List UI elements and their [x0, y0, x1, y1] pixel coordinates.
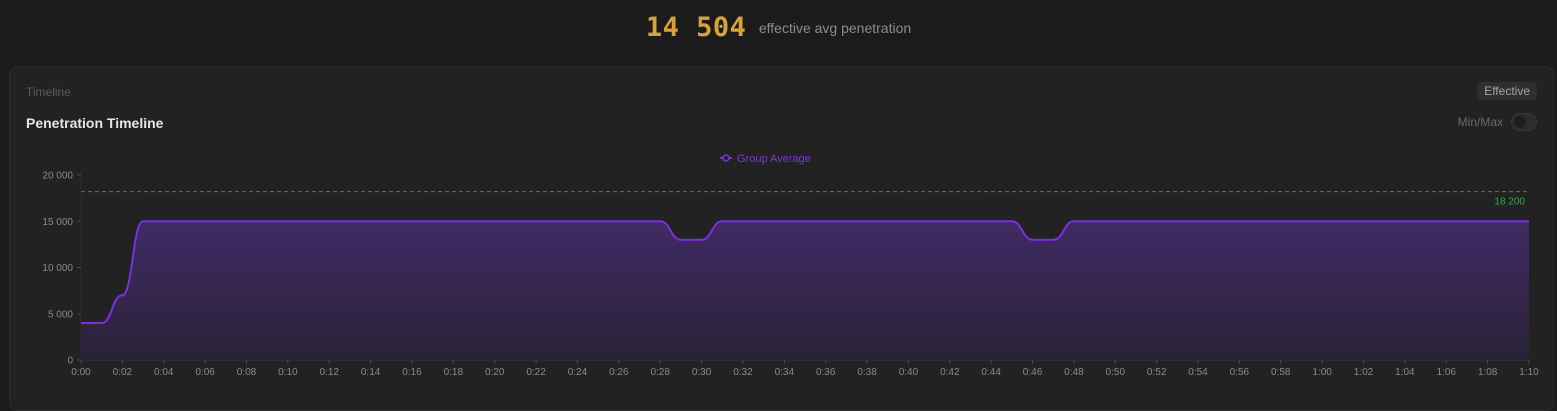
x-tick-label: 0:44 [981, 367, 1001, 378]
x-tick-label: 1:00 [1312, 367, 1332, 378]
x-tick-label: 1:10 [1519, 367, 1539, 378]
x-tick-label: 0:56 [1230, 367, 1250, 378]
avg-penetration-caption: effective avg penetration [758, 19, 912, 36]
x-tick-label: 0:18 [444, 367, 464, 378]
x-tick-label: 1:06 [1437, 367, 1457, 378]
minmax-toggle[interactable] [1511, 113, 1537, 131]
x-tick-label: 0:16 [402, 367, 422, 378]
x-tick-label: 0:10 [278, 367, 298, 378]
x-tick-label: 0:52 [1147, 367, 1167, 378]
card-title: Penetration Timeline [26, 115, 164, 131]
y-tick-label: 0 [67, 356, 73, 367]
series-area [81, 221, 1529, 360]
x-tick-label: 0:12 [319, 367, 339, 378]
x-tick-label: 0:54 [1188, 367, 1208, 378]
avg-penetration-value: 14 504 [645, 12, 747, 43]
card-kicker: Timeline [26, 85, 71, 99]
y-tick-label: 5 000 [48, 309, 73, 320]
x-tick-label: 0:46 [1023, 367, 1043, 378]
x-tick-label: 1:04 [1395, 367, 1415, 378]
penetration-chart: 0 5 000 10 000 15 000 20 000 0:00 0:02 0:04 0:06… [42, 153, 1539, 378]
series-line [80, 220, 1529, 324]
legend-swatch-marker [722, 154, 730, 162]
x-tick-label: 0:04 [154, 367, 174, 378]
x-tick-label: 0:48 [1064, 367, 1084, 378]
x-tick-label: 0:58 [1271, 367, 1291, 378]
x-tick-label: 0:14 [361, 367, 381, 378]
x-tick-label: 1:02 [1354, 367, 1374, 378]
x-tick-label: 0:50 [1106, 367, 1126, 378]
x-tick-label: 0:42 [940, 367, 960, 378]
y-tick-label: 20 000 [42, 171, 73, 182]
x-tick-label: 0:22 [526, 367, 546, 378]
x-tick-label: 1:08 [1478, 367, 1498, 378]
x-tick-label: 0:06 [195, 367, 215, 378]
minmax-control[interactable]: Min/Max [1458, 113, 1537, 131]
legend-label: Group Average [737, 153, 811, 165]
x-tick-label: 0:08 [237, 367, 257, 378]
x-tick-label: 0:32 [733, 367, 753, 378]
x-tick-label: 0:38 [857, 367, 877, 378]
minmax-label: Min/Max [1457, 115, 1503, 129]
reference-line-label: 18 200 [1494, 197, 1525, 208]
x-tick-label: 0:02 [113, 367, 133, 378]
x-tick-label: 0:28 [650, 367, 670, 378]
x-tick-label: 0:36 [816, 367, 836, 378]
x-tick-label: 0:20 [485, 367, 505, 378]
x-tick-label: 0:34 [775, 367, 795, 378]
timeline-card: Timeline Penetration Timeline Effective … [9, 66, 1554, 411]
x-tick-label: 0:00 [71, 367, 91, 378]
x-tick-label: 0:30 [692, 367, 712, 378]
x-tick-label: 0:40 [899, 367, 919, 378]
toggle-knob [1514, 116, 1526, 128]
mode-badge[interactable]: Effective [1477, 82, 1537, 100]
x-tick-label: 0:26 [609, 367, 629, 378]
y-tick-label: 15 000 [42, 217, 73, 228]
y-tick-label: 10 000 [42, 263, 73, 274]
x-tick-label: 0:24 [568, 367, 588, 378]
summary: 14 504 effective avg penetration [0, 12, 1557, 43]
